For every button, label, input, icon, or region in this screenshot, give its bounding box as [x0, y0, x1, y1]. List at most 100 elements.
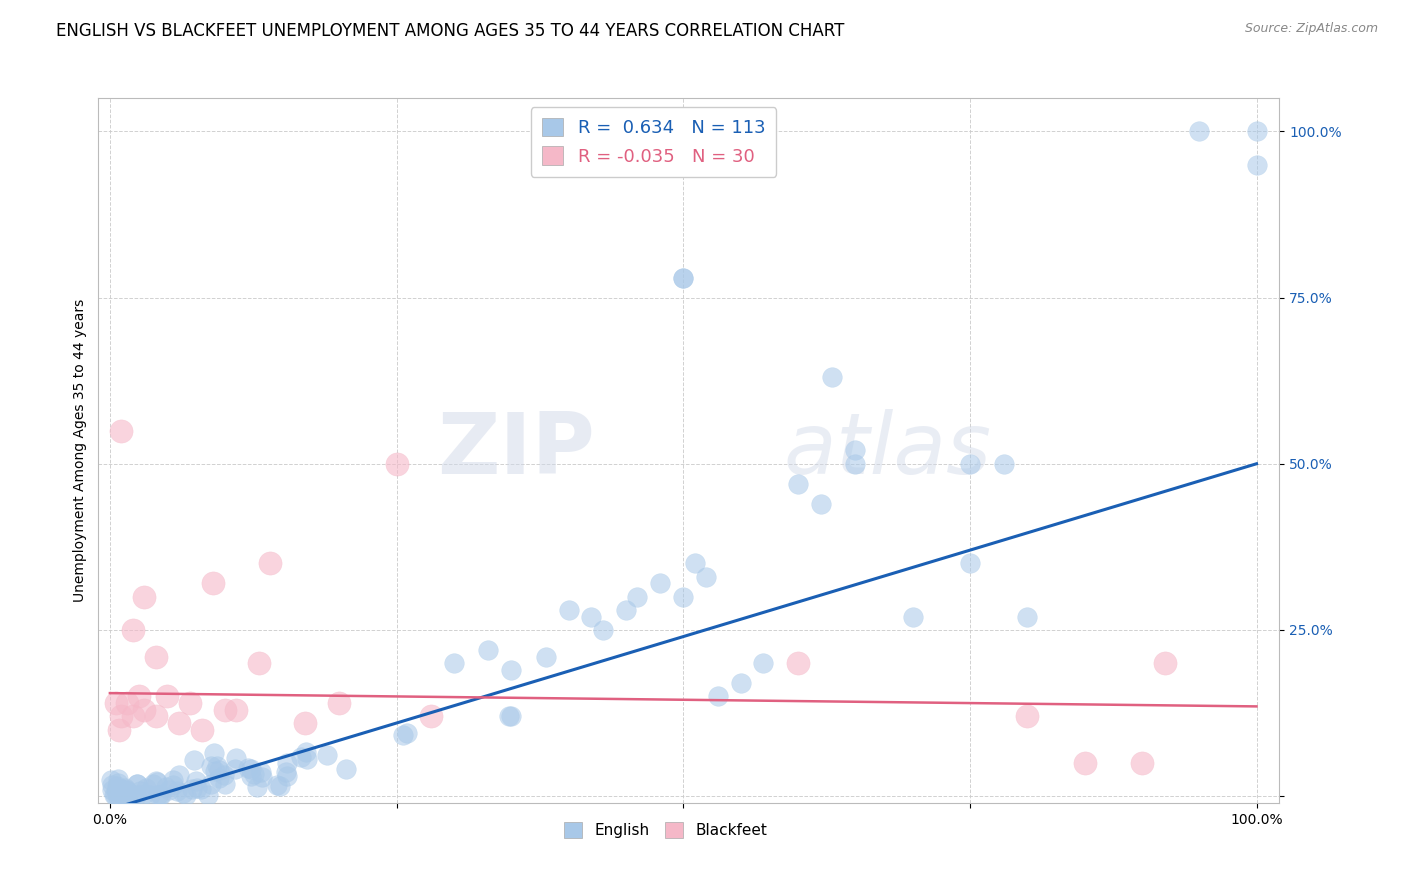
Point [294, 716, 316, 731]
Point [614, 603, 637, 617]
Point [240, 763, 263, 777]
Point [901, 609, 924, 624]
Point [117, 784, 139, 798]
Text: Source: ZipAtlas.com: Source: ZipAtlas.com [1244, 22, 1378, 36]
Legend: English, Blackfeet: English, Blackfeet [558, 816, 773, 845]
Point [145, 709, 167, 723]
Point [186, 780, 208, 795]
Point [672, 270, 695, 285]
Point [146, 789, 169, 803]
Point [246, 780, 269, 794]
Point [1246, 124, 1268, 138]
Point [443, 656, 465, 670]
Point [212, 768, 235, 782]
Point [501, 709, 523, 723]
Point [250, 770, 273, 784]
Point [626, 590, 648, 604]
Point [498, 709, 520, 723]
Point [290, 750, 312, 764]
Point [115, 696, 138, 710]
Point [259, 557, 281, 571]
Point [145, 774, 167, 789]
Point [1017, 709, 1039, 723]
Point [316, 747, 339, 762]
Point [274, 765, 297, 780]
Point [149, 789, 172, 803]
Point [239, 768, 262, 782]
Point [238, 761, 260, 775]
Point [197, 788, 219, 802]
Point [111, 789, 134, 803]
Point [1246, 158, 1268, 172]
Point [295, 745, 318, 759]
Text: ENGLISH VS BLACKFEET UNEMPLOYMENT AMONG AGES 35 TO 44 YEARS CORRELATION CHART: ENGLISH VS BLACKFEET UNEMPLOYMENT AMONG … [56, 22, 845, 40]
Point [121, 789, 143, 803]
Point [205, 758, 228, 772]
Point [174, 789, 197, 803]
Point [202, 576, 225, 591]
Point [420, 709, 443, 723]
Point [145, 649, 167, 664]
Point [105, 784, 128, 798]
Point [214, 703, 236, 717]
Point [752, 656, 775, 670]
Point [142, 777, 165, 791]
Point [101, 778, 124, 792]
Point [115, 789, 138, 803]
Point [200, 759, 222, 773]
Point [1017, 609, 1039, 624]
Point [107, 776, 129, 790]
Point [208, 763, 231, 777]
Point [672, 270, 695, 285]
Point [810, 497, 832, 511]
Point [110, 424, 132, 438]
Point [107, 789, 129, 803]
Point [706, 690, 728, 704]
Point [821, 370, 844, 384]
Point [155, 780, 177, 794]
Point [179, 696, 201, 710]
Point [959, 457, 981, 471]
Point [172, 786, 194, 800]
Point [276, 756, 298, 770]
Point [392, 729, 415, 743]
Point [127, 777, 149, 791]
Text: atlas: atlas [783, 409, 991, 492]
Point [581, 609, 603, 624]
Point [128, 690, 150, 704]
Point [162, 777, 184, 791]
Point [269, 779, 291, 793]
Point [114, 783, 136, 797]
Point [786, 656, 808, 670]
Point [242, 767, 264, 781]
Point [129, 784, 152, 798]
Point [247, 656, 270, 670]
Point [844, 443, 866, 458]
Point [183, 753, 205, 767]
Point [1130, 756, 1153, 770]
Point [395, 725, 418, 739]
Point [121, 709, 143, 723]
Point [208, 771, 231, 785]
Point [683, 557, 706, 571]
Point [114, 781, 136, 796]
Point [135, 781, 157, 796]
Point [104, 696, 127, 710]
Point [501, 663, 523, 677]
Point [1073, 756, 1095, 770]
Point [108, 723, 131, 737]
Point [181, 781, 204, 796]
Point [959, 557, 981, 571]
Point [156, 690, 179, 704]
Point [107, 772, 129, 786]
Y-axis label: Unemployment Among Ages 35 to 44 years: Unemployment Among Ages 35 to 44 years [73, 299, 87, 602]
Point [1153, 656, 1175, 670]
Point [328, 696, 350, 710]
Point [225, 703, 247, 717]
Point [124, 789, 146, 803]
Point [225, 751, 247, 765]
Point [1188, 124, 1211, 138]
Point [127, 777, 149, 791]
Point [139, 789, 162, 803]
Point [117, 789, 139, 803]
